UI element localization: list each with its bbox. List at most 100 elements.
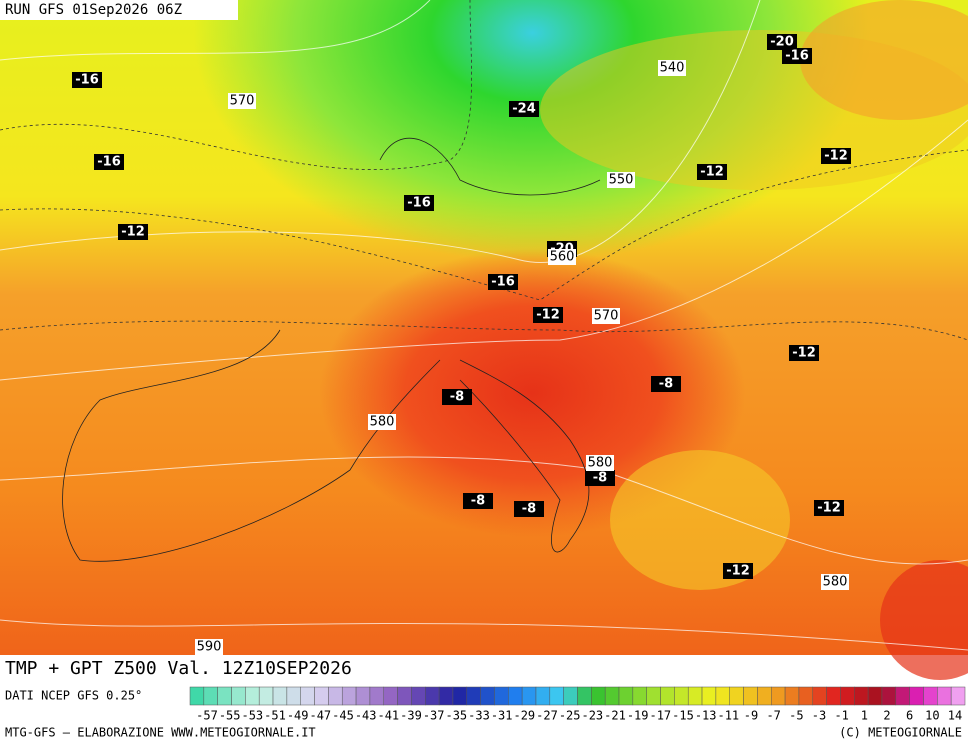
color-swatch [687, 686, 703, 706]
color-swatch [258, 686, 274, 706]
height-label-box [368, 414, 396, 430]
scale-label: -1 [834, 709, 848, 723]
color-swatch [438, 686, 454, 706]
scale-label: 2 [883, 709, 890, 723]
color-swatch [743, 686, 758, 706]
hot-area [0, 0, 968, 655]
temperature-label-box [651, 376, 681, 392]
temperature-label: -12 [121, 225, 145, 240]
color-swatch [425, 686, 440, 706]
color-swatch [314, 686, 329, 706]
scale-label: -7 [766, 709, 780, 723]
temperature-label: -12 [792, 346, 816, 361]
color-swatch [217, 686, 232, 706]
copyright: (C) METEOGIORNALE [839, 726, 962, 740]
height-label-box [658, 60, 686, 76]
scale-label: -49 [287, 709, 309, 723]
scale-label: -5 [789, 709, 803, 723]
scale-label: -23 [581, 709, 603, 723]
temperature-label: -16 [75, 73, 99, 88]
source: DATI NCEP GFS 0.25° [5, 689, 142, 703]
color-swatch [591, 686, 606, 706]
temperature-label: -12 [700, 165, 724, 180]
color-swatch [203, 686, 218, 706]
height-label: 570 [594, 309, 619, 324]
color-swatch [452, 686, 468, 706]
credit: MTG-GFS – ELABORAZIONE WWW.METEOGIORNALE… [5, 726, 316, 740]
temperature-label-box [442, 389, 472, 405]
color-swatch [909, 686, 924, 706]
height-label: 590 [197, 640, 222, 655]
scale-label: -9 [744, 709, 758, 723]
temperature-label-box [767, 34, 797, 50]
scale-label: -21 [604, 709, 626, 723]
title-box [0, 655, 412, 682]
scale-label: 1 [861, 709, 868, 723]
temperature-label: -8 [593, 471, 607, 486]
isotherms [0, 0, 968, 341]
scale-label: -13 [695, 709, 717, 723]
scale-label: -33 [468, 709, 490, 723]
scale-label: 14 [948, 709, 962, 723]
scale-label: -43 [355, 709, 377, 723]
color-swatch [826, 686, 841, 706]
height-label-box [592, 308, 620, 324]
color-swatch [784, 686, 800, 706]
color-swatch [494, 686, 509, 706]
temperature-label-box [72, 72, 102, 88]
color-scale: -57 -55 -53 -51 -49 -47 -45 -43 -41 -39 -37 -35 -33-… [189, 686, 966, 723]
color-swatch [812, 686, 827, 706]
scale-label: -19 [627, 709, 649, 723]
temperature-label-box [94, 154, 124, 170]
color-swatch [369, 686, 384, 706]
temperature-label-box [514, 501, 544, 517]
color-swatch [632, 686, 647, 706]
scale-label: 6 [906, 709, 913, 723]
scale-label: -39 [400, 709, 422, 723]
scale-label: -45 [332, 709, 354, 723]
temperature-label-box [814, 500, 844, 516]
scale-label: -25 [559, 709, 581, 723]
height-label: 580 [370, 415, 395, 430]
temperature-label: -16 [491, 275, 515, 290]
color-swatch [549, 686, 564, 706]
color-swatch [618, 686, 634, 706]
hot-area [880, 560, 968, 680]
color-swatch [577, 686, 592, 706]
temperature-label-box [697, 164, 727, 180]
run-label: RUN GFS 01Sep2026 06Z [5, 2, 182, 18]
scale-label: -15 [672, 709, 694, 723]
color-swatch [937, 686, 952, 706]
color-swatch [646, 686, 661, 706]
scale-label: -27 [536, 709, 558, 723]
temperature-label-box [488, 274, 518, 290]
temperature-label: -8 [659, 377, 673, 392]
temperature-label: -16 [407, 196, 431, 211]
temperature-label: -8 [522, 502, 536, 517]
scale-label: -35 [445, 709, 467, 723]
temperature-label-box [821, 148, 851, 164]
color-swatch [771, 686, 786, 706]
temperature-label: -8 [450, 390, 464, 405]
color-swatch [701, 686, 717, 706]
height-label-box [228, 93, 256, 109]
temperature-label: -12 [726, 564, 750, 579]
temperature-label: -16 [785, 49, 809, 64]
color-swatch [881, 686, 897, 706]
temperature-label: -20 [770, 35, 794, 50]
temperature-label-box [723, 563, 753, 579]
temperature-label-box [118, 224, 148, 240]
color-swatch [245, 686, 260, 706]
height-label: 580 [588, 456, 613, 471]
temperature-label-box [404, 195, 434, 211]
height-label: 580 [823, 575, 848, 590]
height-label-box [821, 574, 849, 590]
color-swatch [757, 686, 772, 706]
scale-label: -17 [649, 709, 671, 723]
color-swatch [272, 686, 288, 706]
scale-label: -37 [423, 709, 445, 723]
color-swatch [840, 686, 855, 706]
color-swatch [854, 686, 869, 706]
scale-label: -11 [717, 709, 739, 723]
color-swatch [660, 686, 675, 706]
